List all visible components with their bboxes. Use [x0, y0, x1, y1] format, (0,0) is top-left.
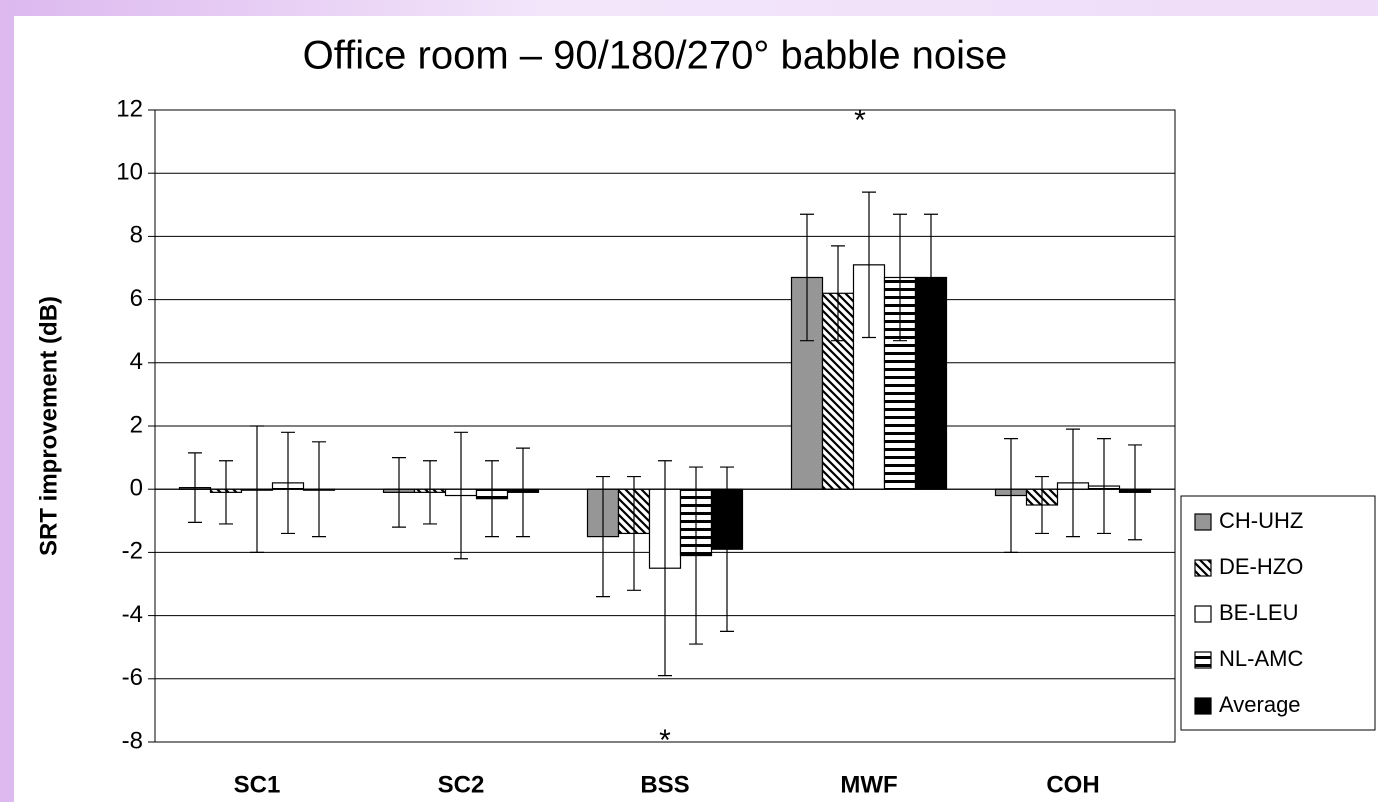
- error-bar: [392, 457, 406, 528]
- legend: [1180, 495, 1376, 731]
- y-axis-label: SRT improvement (dB): [35, 296, 62, 556]
- error-bar: [689, 466, 703, 645]
- error-bar: [188, 452, 202, 523]
- error-bar: [516, 447, 530, 538]
- y-tick-label: 6: [130, 285, 143, 312]
- error-bar: [924, 213, 938, 342]
- legend-label: DE-HZO: [1219, 554, 1303, 579]
- y-tick-label: -4: [122, 601, 143, 628]
- error-bar: [1066, 428, 1080, 538]
- error-bar: [893, 213, 907, 342]
- y-tick-label: 0: [130, 475, 143, 502]
- legend-label: CH-UHZ: [1219, 508, 1303, 533]
- error-bar: [1097, 438, 1111, 535]
- y-tick-label: -6: [122, 664, 143, 691]
- y-tick-label: 12: [116, 95, 143, 122]
- y-tick-label: -2: [122, 538, 143, 565]
- error-bar: [1035, 475, 1049, 535]
- legend-label: BE-LEU: [1219, 600, 1298, 625]
- legend-swatch: [1194, 651, 1212, 669]
- chart-title: Office room – 90/180/270° babble noise: [303, 34, 1008, 78]
- error-bar: [454, 431, 468, 560]
- error-bar: [281, 431, 295, 535]
- legend-swatch: [1194, 513, 1212, 531]
- x-tick-label: MWF: [840, 771, 897, 798]
- x-tick-label: COH: [1046, 771, 1099, 798]
- error-bar: [800, 213, 814, 342]
- error-bar: [627, 475, 641, 591]
- annotation: *: [659, 724, 671, 757]
- legend-label: NL-AMC: [1219, 646, 1303, 671]
- y-tick-label: 2: [130, 411, 143, 438]
- x-tick-label: BSS: [640, 771, 689, 798]
- legend-swatch: [1194, 559, 1212, 577]
- error-bar: [720, 466, 734, 632]
- y-tick-label: 10: [116, 159, 143, 186]
- y-tick-label: 8: [130, 222, 143, 249]
- legend-label: Average: [1219, 692, 1301, 717]
- y-tick-label: -8: [122, 727, 143, 754]
- error-bar: [831, 245, 845, 342]
- y-tick-label: 4: [130, 348, 143, 375]
- error-bar: [219, 460, 233, 525]
- error-bar: [423, 460, 437, 525]
- legend-swatch: [1194, 697, 1212, 715]
- error-bar: [1128, 444, 1142, 541]
- error-bar: [596, 475, 610, 598]
- error-bar: [658, 460, 672, 677]
- error-bar: [1004, 438, 1018, 553]
- error-bar: [485, 460, 499, 538]
- error-bar: [862, 191, 876, 339]
- legend-swatch: [1194, 605, 1212, 623]
- x-tick-label: SC1: [234, 771, 281, 798]
- x-tick-label: SC2: [438, 771, 485, 798]
- annotation: *: [854, 104, 866, 137]
